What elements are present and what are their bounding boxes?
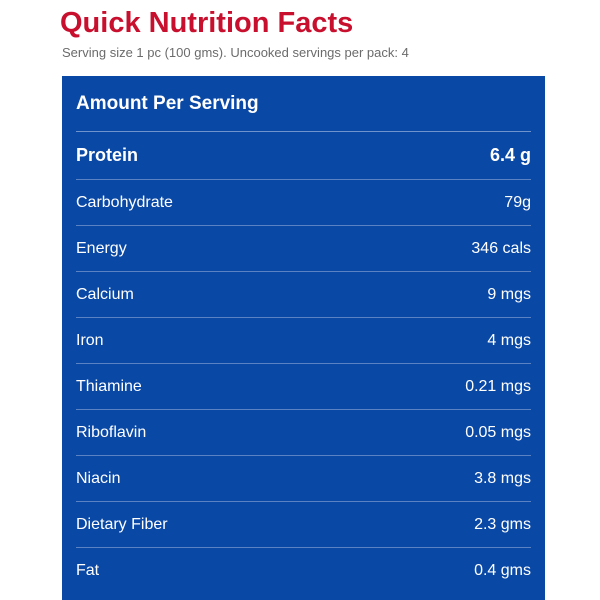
nutrient-label: Iron — [76, 331, 104, 349]
nutrient-label: Niacin — [76, 469, 121, 487]
nutrient-value: 346 cals — [471, 239, 531, 257]
nutrient-row-dietary-fiber: Dietary Fiber 2.3 gms — [76, 502, 531, 548]
nutrient-row-fat: Fat 0.4 gms — [76, 548, 531, 594]
nutrient-label: Calcium — [76, 285, 134, 303]
nutrient-value: 9 mgs — [487, 285, 531, 303]
nutrient-value: 6.4 g — [489, 145, 531, 165]
page-title: Quick Nutrition Facts — [60, 7, 354, 39]
nutrient-label: Fat — [76, 562, 100, 579]
nutrient-row-energy: Energy 346 cals — [76, 226, 531, 272]
nutrient-row-niacin: Niacin 3.8 mgs — [76, 456, 531, 502]
nutrient-value: 2.3 gms — [474, 515, 531, 533]
nutrient-row-riboflavin: Riboflavin 0.05 mgs — [76, 410, 531, 456]
nutrient-row-carbohydrate: Carbohydrate 79g — [76, 180, 531, 226]
nutrient-row-thiamine: Thiamine 0.21 mgs — [76, 364, 531, 410]
nutrient-label: Energy — [76, 239, 127, 257]
nutrient-value: 0.21 mgs — [465, 377, 531, 395]
nutrition-table: Amount Per Serving Protein 6.4 g Carbohy… — [62, 76, 545, 600]
table-header-label: Amount Per Serving — [76, 92, 259, 114]
nutrient-row-calcium: Calcium 9 mgs — [76, 272, 531, 318]
nutrient-value: 4 mgs — [487, 331, 531, 349]
serving-size-info: Serving size 1 pc (100 gms). Uncooked se… — [62, 45, 409, 60]
nutrient-label: Dietary Fiber — [76, 515, 168, 533]
nutrient-label: Thiamine — [76, 377, 142, 395]
nutrient-label: Carbohydrate — [76, 193, 173, 211]
nutrient-value: 79g — [504, 193, 531, 211]
table-header-row: Amount Per Serving — [76, 76, 531, 132]
nutrient-row-protein: Protein 6.4 g — [76, 132, 531, 180]
nutrient-label: Riboflavin — [76, 423, 147, 441]
nutrient-label: Protein — [76, 145, 139, 165]
nutrient-value: 0.4 gms — [474, 562, 531, 579]
nutrient-row-iron: Iron 4 mgs — [76, 318, 531, 364]
nutrient-value: 0.05 mgs — [465, 423, 531, 441]
nutrient-value: 3.8 mgs — [474, 469, 531, 487]
